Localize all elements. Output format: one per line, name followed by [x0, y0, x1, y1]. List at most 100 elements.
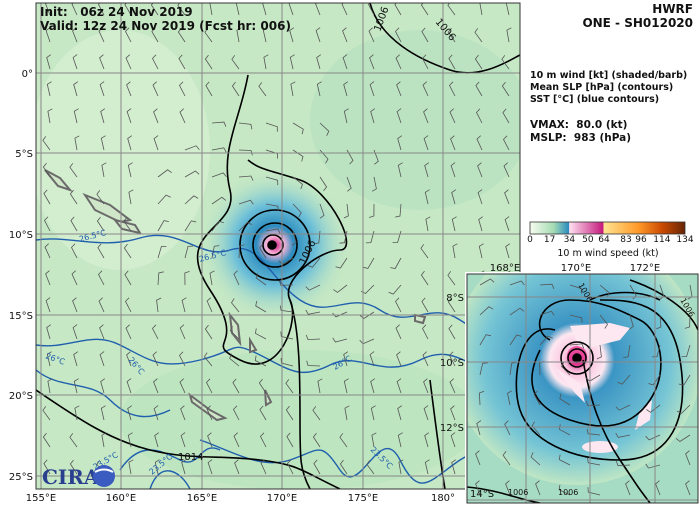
main-gridlines: [36, 3, 520, 489]
wind-barb: [333, 284, 348, 293]
wind-barb: [343, 81, 349, 97]
wind-barb: [100, 108, 106, 124]
wind-barb: [265, 203, 279, 212]
wind-barb: [178, 54, 186, 70]
wind-barb: [181, 459, 187, 475]
wind-barb: [370, 405, 376, 421]
wind-barb: [280, 331, 294, 340]
wind-barb: [101, 162, 107, 178]
wind-barb: [231, 298, 240, 313]
wind-barb: [289, 27, 295, 43]
wind-barb: [369, 351, 375, 367]
wind-barb: [152, 351, 159, 367]
lat-tick-label: 0°: [22, 69, 33, 80]
wind-barb: [362, 257, 375, 269]
wind-barb: [286, 432, 294, 448]
lat-tick-label: 15°S: [9, 311, 33, 322]
wind-barb: [211, 172, 227, 178]
inset-map: 1006 1006 1006 1006: [467, 274, 698, 503]
wind-barb: [46, 351, 52, 367]
main-map: 1006 1006 1006 1014 26.5°C 26.5°C 26°C 2…: [36, 3, 520, 489]
wind-barb: [292, 203, 302, 218]
colorbar-tick-label: 64: [598, 235, 610, 245]
wind-barb: [475, 480, 481, 496]
wind-barb: [209, 270, 215, 286]
wind-barb: [125, 54, 132, 70]
wind-barb: [479, 278, 495, 286]
wind-barb: [184, 170, 200, 178]
wind-barb: [343, 203, 349, 219]
wind-barb: [533, 390, 541, 406]
wind-barb: [157, 246, 167, 259]
wind-barb: [233, 270, 240, 286]
wind-barb: [97, 243, 105, 259]
wind-barb: [211, 147, 227, 153]
wind-barb: [343, 351, 349, 367]
wind-barb: [312, 406, 321, 421]
lon-tick-label: 172°E: [630, 263, 660, 274]
wind-barb: [392, 230, 402, 243]
wind-barb: [569, 343, 585, 349]
wind-barb: [292, 122, 304, 135]
wind-barb: [343, 108, 349, 124]
wind-barb: [207, 432, 213, 448]
legend-wind: 10 m wind [kt] (shaded/barb): [530, 70, 688, 81]
wind-barb: [43, 189, 51, 205]
wind-barb: [477, 189, 483, 205]
wind-barb: [289, 54, 295, 70]
wind-barb: [319, 176, 328, 192]
wind-barb: [476, 420, 482, 436]
wind-barb: [505, 480, 511, 496]
wind-barb: [317, 378, 323, 394]
wind-barb: [422, 81, 429, 97]
main-map-frame: [35, 2, 521, 490]
wind-barb: [180, 405, 186, 421]
wind-barb: [476, 135, 483, 151]
wind-barb: [420, 270, 429, 286]
lat-tick-label: 8°S: [446, 293, 464, 304]
slp-label: 1006: [558, 488, 578, 497]
wind-barb: [315, 27, 321, 43]
wind-barb: [43, 459, 51, 475]
wind-barb: [126, 378, 132, 394]
wind-barb: [126, 108, 132, 124]
wind-barb: [152, 54, 159, 70]
wind-barb: [425, 216, 431, 232]
wind-barb: [586, 428, 601, 436]
wind-barb: [587, 487, 601, 496]
wind-barb: [236, 27, 242, 43]
wind-barb: [420, 244, 429, 259]
wind-barb: [127, 162, 133, 178]
wind-barb: [450, 432, 456, 448]
wind-barb: [44, 243, 51, 259]
wind-barb: [69, 433, 78, 448]
colorbar-tick-label: 0: [527, 235, 533, 245]
wind-barb: [507, 390, 513, 406]
wind-barb: [509, 361, 517, 376]
wind-barb: [569, 314, 583, 323]
wind-barb: [125, 324, 132, 340]
wind-barb: [319, 203, 325, 219]
wind-barb: [397, 162, 403, 178]
wind-barb: [184, 220, 197, 232]
wind-barb: [71, 243, 78, 259]
wind-barb: [503, 162, 510, 178]
wind-barb: [396, 108, 402, 124]
wind-barb: [184, 245, 194, 259]
wind-barb: [424, 189, 430, 205]
wind-barb: [157, 271, 164, 286]
wind-barb: [207, 459, 213, 475]
wind-barb: [449, 378, 456, 394]
colorbar-tick-label: 114: [653, 235, 671, 245]
wind-barb: [659, 284, 665, 300]
wind-barb: [278, 280, 294, 286]
wind-barb: [342, 27, 348, 43]
wind-barb: [315, 3, 321, 16]
wind-barb: [184, 145, 200, 151]
wind-barb: [96, 216, 105, 232]
wind-barb: [569, 284, 582, 294]
mslp-readout: MSLP: 983 (hPa): [530, 132, 632, 144]
wind-barb: [447, 297, 456, 313]
wind-barb: [370, 378, 376, 394]
